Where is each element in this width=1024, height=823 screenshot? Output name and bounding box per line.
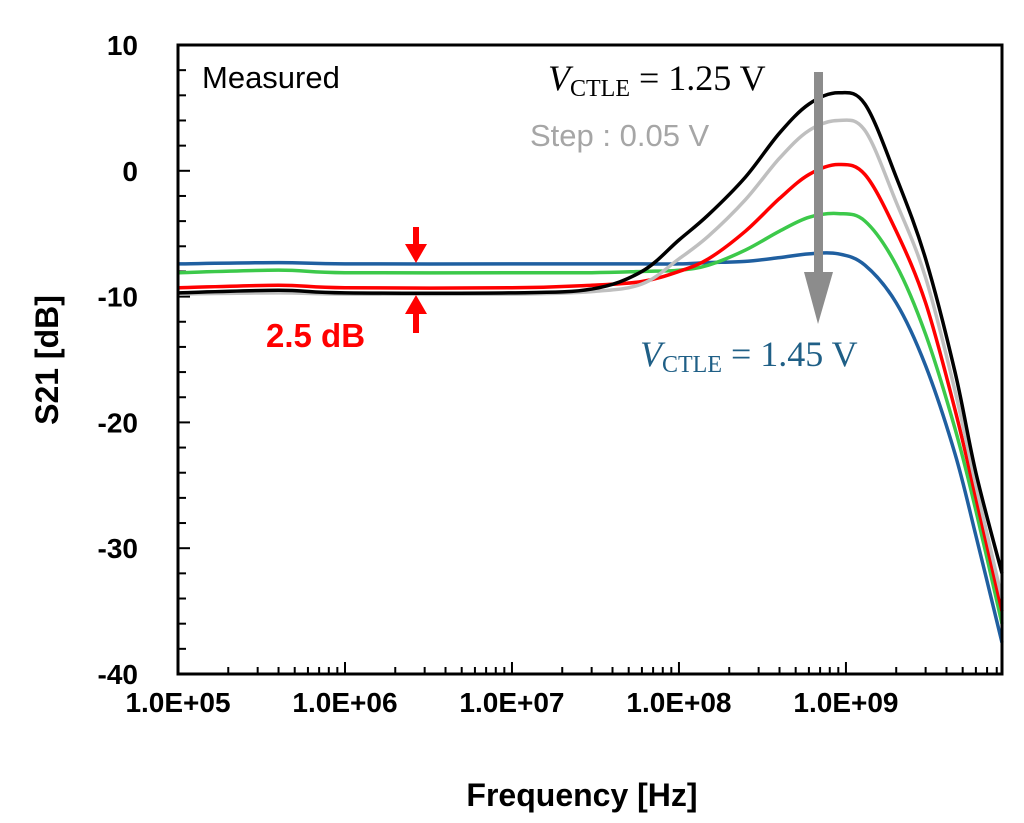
- top-vctle-label: VCTLE = 1.25 V: [548, 58, 766, 102]
- y-tick-label: -30: [98, 533, 138, 564]
- series-line-1: [177, 118, 1004, 599]
- top-v: V: [548, 58, 574, 98]
- x-tick-label: 1.0E+06: [292, 687, 397, 718]
- top-sub: CTLE: [570, 76, 630, 102]
- bottom-vctle-label: VCTLE = 1.45 V: [640, 334, 858, 378]
- series-line-3: [177, 211, 1004, 625]
- y-tick-label: -20: [98, 407, 138, 438]
- plot-frame: [176, 43, 1004, 676]
- step-label: Step : 0.05 V: [530, 118, 710, 153]
- x-tick-label: 1.0E+07: [459, 687, 564, 718]
- curves: [177, 90, 1004, 643]
- gap-label: 2.5 dB: [266, 317, 365, 354]
- series-line-4: [177, 251, 1004, 643]
- bottom-eq: = 1.45 V: [722, 334, 858, 374]
- top-eq: = 1.25 V: [630, 58, 766, 98]
- measured-label: Measured: [202, 60, 340, 95]
- x-axis-label: Frequency [Hz]: [466, 777, 697, 813]
- series-line-0: [177, 90, 1004, 574]
- y-tick-label: 0: [122, 156, 138, 187]
- sweep-arrow: [804, 72, 833, 324]
- bottom-v: V: [640, 334, 666, 374]
- x-tick-label: 1.0E+05: [125, 687, 230, 718]
- x-tick-label: 1.0E+08: [626, 687, 731, 718]
- y-axis-label: S21 [dB]: [29, 295, 65, 425]
- y-tick-label: -10: [98, 282, 138, 313]
- x-tick-labels: 1.0E+05 1.0E+06 1.0E+07 1.0E+08 1.0E+09: [125, 687, 898, 718]
- bottom-sub: CTLE: [662, 352, 722, 378]
- gap-arrow-down: [405, 227, 427, 263]
- y-tick-labels: 10 0 -10 -20 -30 -40: [98, 30, 138, 690]
- x-tick-label: 1.0E+09: [793, 687, 898, 718]
- series-line-2: [177, 162, 1004, 612]
- y-tick-label: 10: [107, 30, 138, 61]
- y-tick-label: -40: [98, 659, 138, 690]
- gap-arrow-up: [405, 295, 427, 333]
